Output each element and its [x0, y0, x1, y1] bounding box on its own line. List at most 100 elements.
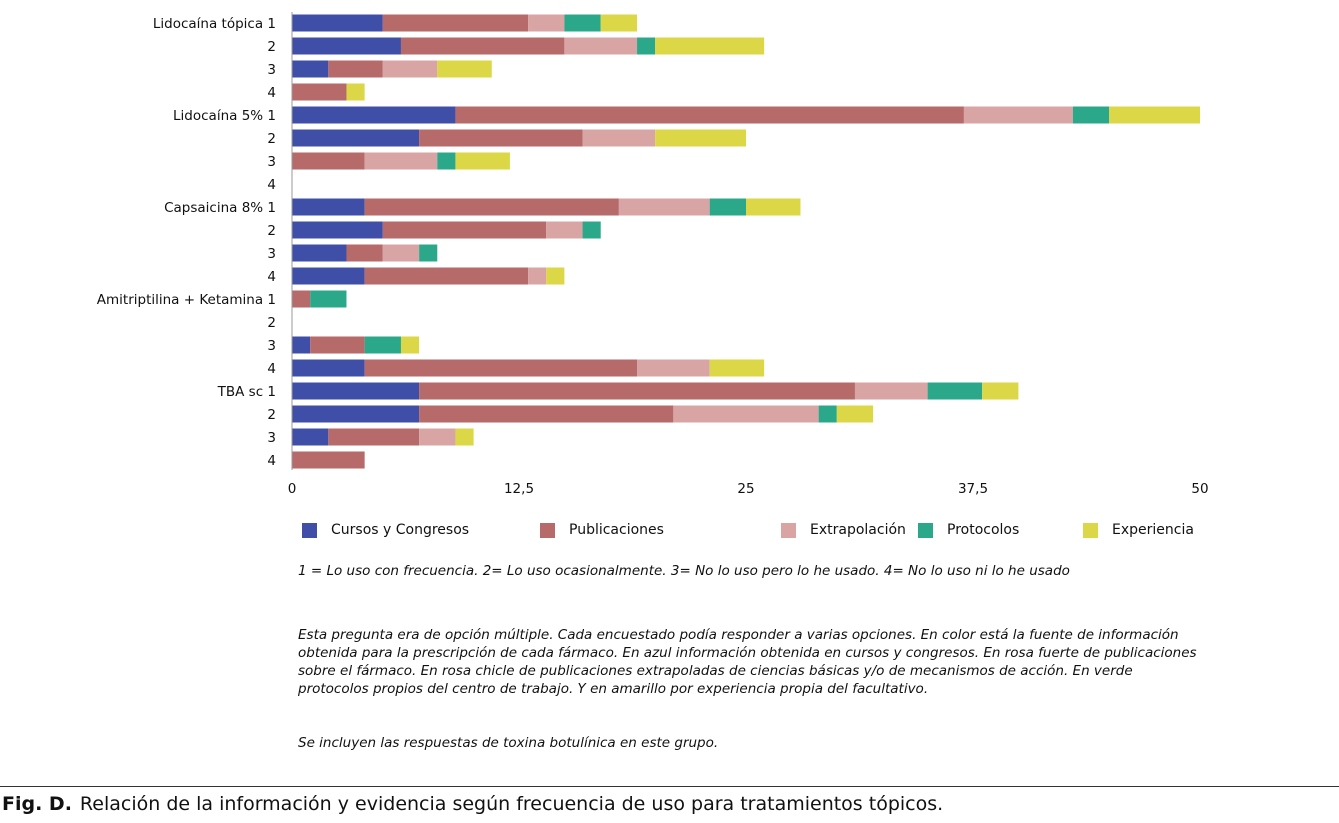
bar-segment — [637, 359, 710, 377]
figure-caption: Fig. D. Relación de la información y evid… — [2, 793, 943, 815]
bar-segment — [546, 267, 565, 285]
category-label: Amitriptilina + Ketamina 1 — [97, 292, 276, 308]
bar-segment — [655, 129, 746, 147]
category-label: 3 — [267, 338, 276, 354]
bar-segment — [419, 428, 456, 446]
bar-segment — [292, 37, 401, 55]
bar-segment — [310, 336, 365, 354]
bar-segment — [292, 290, 311, 308]
category-label: 4 — [267, 85, 276, 101]
bar-segment — [364, 152, 438, 170]
bar-segment — [582, 221, 601, 239]
bar-segment — [292, 14, 383, 32]
legend-swatch — [781, 522, 796, 538]
legend-label: Publicaciones — [569, 522, 664, 538]
extra-note: Se incluyen las respuestas de toxina bot… — [298, 735, 719, 751]
bar-segment — [292, 382, 420, 400]
category-label: 4 — [267, 453, 276, 469]
legend-label: Protocolos — [947, 522, 1020, 538]
legend-item: Publicaciones — [540, 522, 664, 538]
bar-segment — [292, 428, 329, 446]
bar-segment — [528, 267, 547, 285]
legend-label: Cursos y Congresos — [331, 522, 470, 538]
bar-segment — [292, 106, 456, 124]
legend-item: Cursos y Congresos — [302, 522, 469, 538]
bar-segment — [600, 14, 638, 32]
bar-segment — [364, 359, 638, 377]
bar-segment — [292, 60, 329, 78]
description-note: Esta pregunta era de opción múltiple. Ca… — [298, 627, 1197, 697]
bar-segment — [419, 405, 674, 423]
bar-segment — [1072, 106, 1110, 124]
bar-segment — [346, 244, 383, 262]
bar-segment — [854, 382, 928, 400]
bar-segment — [419, 244, 438, 262]
bar-segment — [637, 37, 656, 55]
bar-segment — [564, 37, 638, 55]
bar-segment — [709, 359, 765, 377]
bar-segment — [1109, 106, 1200, 124]
bar-segment — [292, 451, 365, 469]
bar-segment — [292, 129, 420, 147]
category-label: 2 — [267, 315, 276, 331]
bar-segment — [382, 14, 529, 32]
bar-segment — [419, 129, 583, 147]
bar-segment — [292, 221, 383, 239]
category-label: Lidocaína tópica 1 — [153, 16, 276, 32]
legend-swatch — [302, 522, 317, 538]
bar-segment — [836, 405, 874, 423]
bar-segment — [292, 359, 365, 377]
legend-swatch — [918, 522, 933, 538]
category-label: 4 — [267, 269, 276, 285]
legend-item: Protocolos — [918, 522, 1019, 538]
bar-segment — [292, 267, 365, 285]
bar-segment — [382, 244, 420, 262]
bar-segment — [382, 221, 547, 239]
legend-label: Experiencia — [1112, 522, 1194, 538]
scale-note: 1 = Lo uso con frecuencia. 2= Lo uso oca… — [298, 563, 1070, 579]
bar-segment — [346, 83, 365, 101]
category-label: Capsaicina 8% 1 — [164, 200, 276, 216]
category-label: 2 — [267, 407, 276, 423]
bar-segment — [455, 428, 474, 446]
bar-segment — [364, 267, 529, 285]
stacked-bar-chart: Lidocaína tópica 1 2 3 4 Lidocaína 5% 1 2 3 4 Ca… — [97, 12, 1209, 497]
x-tick-label: 12,5 — [504, 481, 534, 497]
legend-item: Extrapolación — [781, 522, 906, 538]
bar-segment — [292, 405, 420, 423]
bar-segment — [364, 198, 619, 216]
bar-segment — [364, 336, 401, 354]
bar-segment — [982, 382, 1019, 400]
category-label: 3 — [267, 62, 276, 78]
caption-text: Relación de la información y evidencia s… — [79, 793, 944, 815]
category-label: 2 — [267, 39, 276, 55]
bar-segment — [618, 198, 710, 216]
bar-segment — [655, 37, 765, 55]
bar-segment — [927, 382, 983, 400]
bar-segment — [437, 60, 492, 78]
bar-segment — [746, 198, 801, 216]
bar-segment — [382, 60, 438, 78]
x-tick-label: 37,5 — [958, 481, 988, 497]
bar-segment — [673, 405, 819, 423]
category-label: 4 — [267, 361, 276, 377]
legend-label: Extrapolación — [810, 522, 906, 538]
bar-segment — [564, 14, 601, 32]
x-tick-label: 50 — [1191, 481, 1208, 497]
x-tick-label: 25 — [737, 481, 754, 497]
category-label: 2 — [267, 131, 276, 147]
divider — [0, 786, 1339, 787]
category-label: 3 — [267, 154, 276, 170]
bar-segment — [963, 106, 1073, 124]
bar-segment — [328, 428, 420, 446]
bar-segment — [419, 382, 855, 400]
bar-segment — [437, 152, 456, 170]
bar-segment — [582, 129, 656, 147]
bar-segment — [292, 244, 347, 262]
legend-swatch — [1083, 522, 1098, 538]
category-label: 3 — [267, 246, 276, 262]
category-label: TBA sc 1 — [217, 384, 276, 400]
legend-item: Experiencia — [1083, 522, 1194, 538]
bar-segment — [310, 290, 347, 308]
category-label: 3 — [267, 430, 276, 446]
